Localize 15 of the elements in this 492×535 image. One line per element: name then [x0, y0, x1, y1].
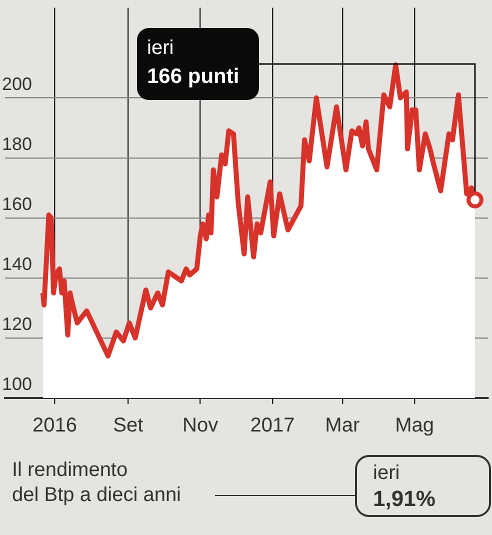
- x-tick-label: Set: [113, 414, 144, 437]
- x-tick-label: Mar: [325, 414, 360, 437]
- x-tick-label: 2017: [250, 414, 295, 437]
- text: Il rendimento del Btp a dieci anni: [12, 458, 182, 508]
- y-tick-label: 100: [2, 374, 32, 394]
- y-tick-label: 180: [2, 134, 32, 154]
- y-tick-label: 160: [2, 194, 32, 214]
- y-tick-label: 120: [2, 314, 32, 334]
- x-tick-label: Nov: [182, 414, 218, 437]
- annotation: ieri 166 punti: [147, 37, 240, 88]
- x-tick-label: 2016: [32, 414, 77, 437]
- text: ieri 1,91%: [373, 461, 436, 511]
- x-tick-label: Mag: [395, 414, 434, 437]
- y-tick-label: 200: [2, 74, 32, 94]
- y-tick-label: 140: [2, 254, 32, 274]
